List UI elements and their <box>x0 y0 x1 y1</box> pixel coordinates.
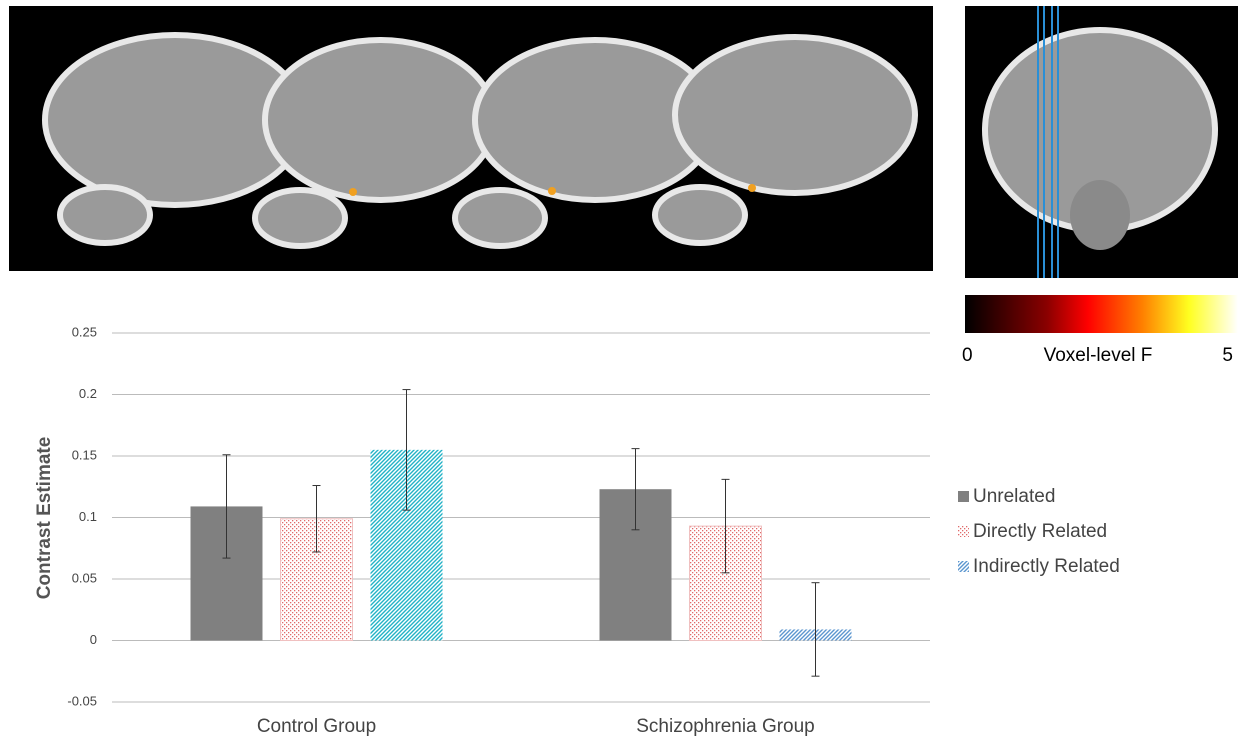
legend-label: Directly Related <box>973 521 1107 542</box>
colorbar-label: Voxel-level F <box>1044 345 1153 366</box>
y-tick-label: 0.05 <box>72 570 97 585</box>
y-tick-label: -0.05 <box>67 693 97 708</box>
legend-swatch <box>958 561 969 572</box>
coronal-panel <box>965 6 1238 278</box>
legend-label: Indirectly Related <box>973 556 1120 577</box>
legend-swatch <box>958 491 969 502</box>
y-tick-label: 0.15 <box>72 447 97 462</box>
figure: 0 Voxel-level F 5 Contrast Estimate -0.0… <box>0 0 1239 740</box>
x-tick-label: Control Group <box>257 716 376 737</box>
x-tick-label: Schizophrenia Group <box>636 716 815 737</box>
y-tick-label: 0.2 <box>79 386 97 401</box>
y-tick-label: 0.25 <box>72 324 97 339</box>
sagittal-panel <box>9 6 933 271</box>
colorbar-max: 5 <box>1222 345 1233 366</box>
y-tick-label: 0 <box>90 632 97 647</box>
colorbar <box>965 295 1238 333</box>
y-axis-label: Contrast Estimate <box>34 437 55 600</box>
y-tick-label: 0.1 <box>79 509 97 524</box>
legend-label: Unrelated <box>973 486 1055 507</box>
legend-swatch <box>958 526 969 537</box>
colorbar-min: 0 <box>962 345 973 366</box>
